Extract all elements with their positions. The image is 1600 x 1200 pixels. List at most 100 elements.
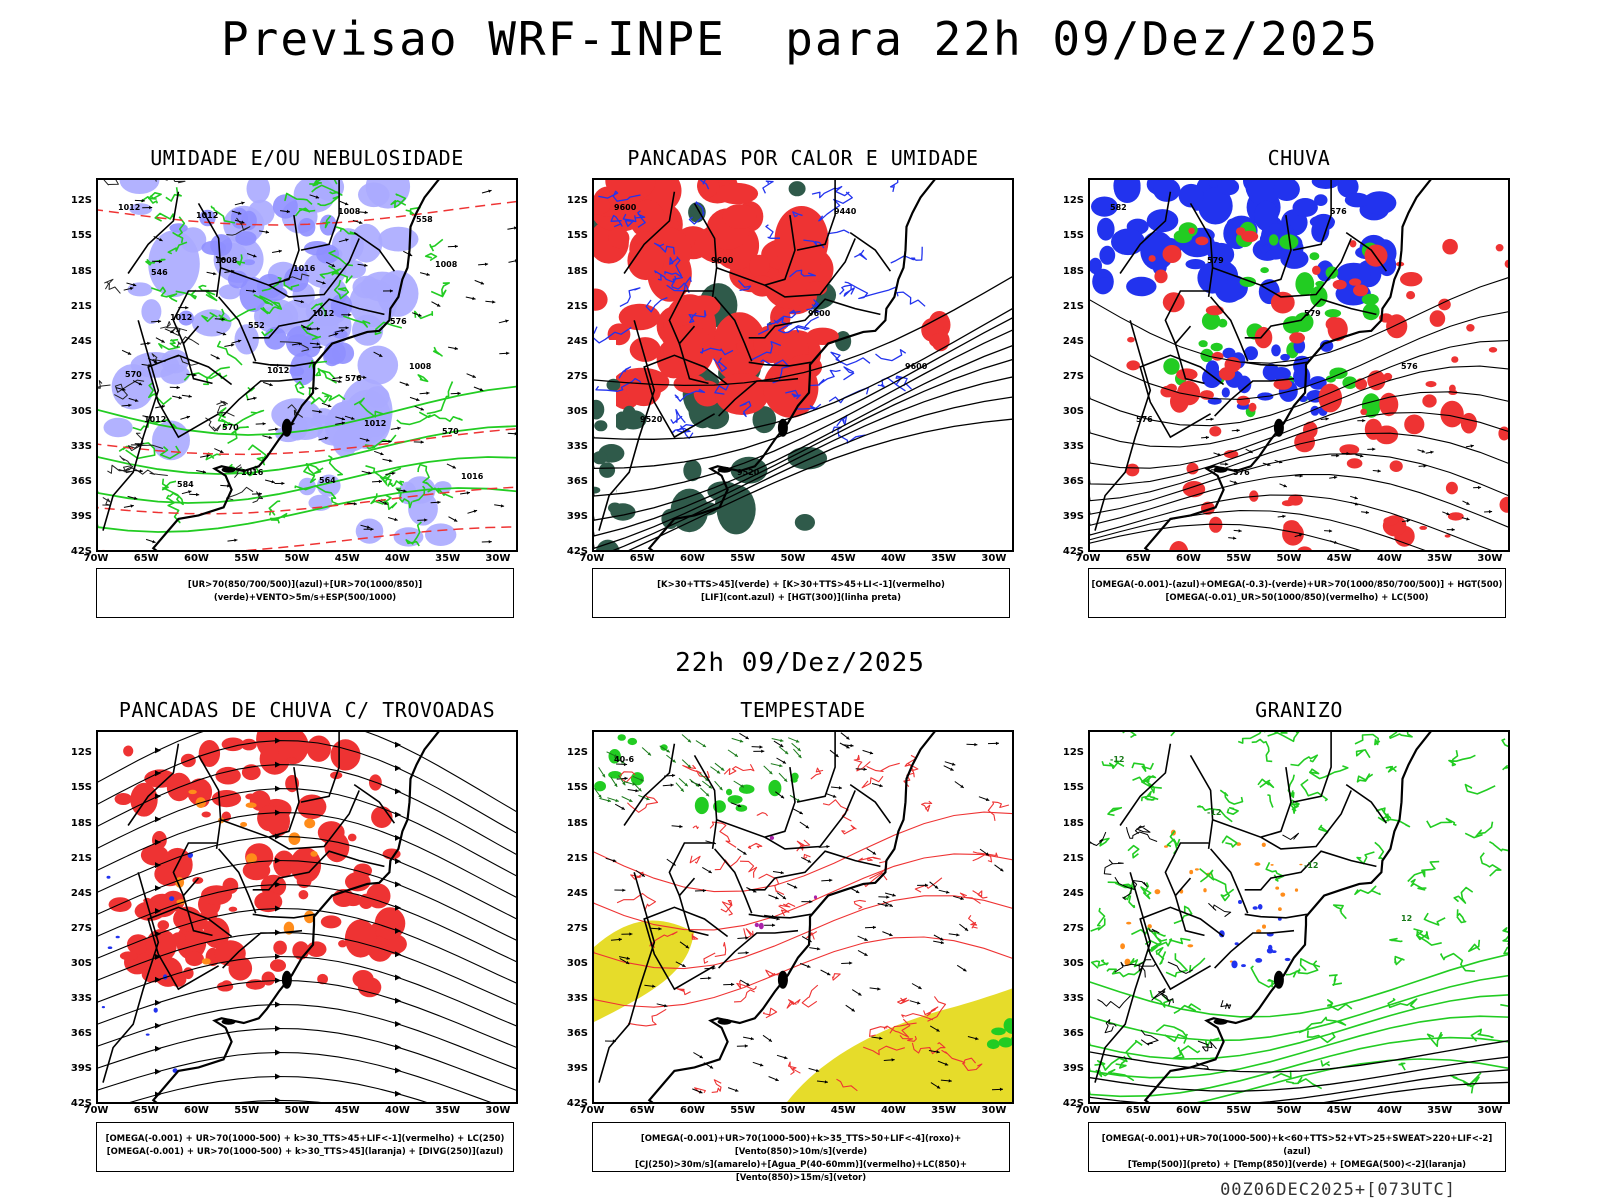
geographic-boundaries <box>102 180 440 550</box>
longitude-tick-label: 50W <box>780 553 806 564</box>
latitude-tick-label: 18S <box>1062 265 1084 277</box>
latitude-tick-label: 24S <box>70 335 92 347</box>
contour-label: 570 <box>222 423 239 432</box>
contour-label: 1012 <box>170 313 192 322</box>
latitude-tick-label: 21S <box>1062 300 1084 312</box>
map-plot: 1012 1008 1012 1008 1012 1016 1008 1008 1012 1012… <box>96 178 518 552</box>
geographic-boundaries <box>598 180 936 550</box>
latitude-tick-label: 42S <box>566 546 588 557</box>
longitude-tick-label: 45W <box>830 553 856 564</box>
latitude-tick-label: 12S <box>1062 747 1084 759</box>
legend-box: [K>30+TTS>45](verde) + [K>30+TTS>45+LI<-… <box>592 568 1010 618</box>
latitude-tick-label: 36S <box>566 1027 588 1039</box>
latitude-tick-label: 24S <box>1062 887 1084 899</box>
map-plot: -12 -12 -12 12 <box>1088 730 1510 1104</box>
panel-title: TEMPESTADE <box>740 698 866 722</box>
contour-label: 9520 <box>737 468 760 477</box>
longitude-tick-label: 30W <box>485 553 511 564</box>
latitude-tick-label: 36S <box>566 475 588 487</box>
panel-title: PANCADAS DE CHUVA C/ TROVOADAS <box>118 698 496 722</box>
longitude-tick-label: 65W <box>629 1105 655 1116</box>
longitude-tick-label: 40W <box>1376 1105 1402 1116</box>
latitude-tick-label: 39S <box>566 510 588 522</box>
contour-label: 579 <box>1304 309 1321 318</box>
contour-label: -12 <box>1304 861 1318 870</box>
longitude-tick-label: 65W <box>1125 553 1151 564</box>
latitude-tick-label: 27S <box>566 370 588 382</box>
coastline <box>151 732 440 1102</box>
latitude-tick-label: 18S <box>70 265 92 277</box>
latitude-tick-label: 30S <box>1062 957 1084 969</box>
longitude-tick-label: 65W <box>133 553 159 564</box>
longitude-tick-label: 40W <box>384 1105 410 1116</box>
longitude-tick-label: 50W <box>1276 553 1302 564</box>
coastline <box>647 180 936 550</box>
legend-box: [OMEGA(-0.001)+UR>70(1000-500)+k<60+TTS>… <box>1088 1122 1506 1172</box>
legend-box: [OMEGA(-0.001) + UR>70(1000-500) + k>30_… <box>96 1122 514 1172</box>
map-canvas: 1012 1008 1012 1008 1012 1016 1008 1008 1012 1012… <box>98 180 516 550</box>
latitude-tick-label: 21S <box>70 300 92 312</box>
longitude-tick-label: 35W <box>931 553 957 564</box>
latitude-tick-label: 33S <box>566 992 588 1004</box>
latitude-tick-label: 39S <box>70 1062 92 1074</box>
longitude-tick-label: 50W <box>1276 1105 1302 1116</box>
latitude-tick-label: 33S <box>566 440 588 452</box>
longitude-tick-label: 55W <box>234 1105 260 1116</box>
longitude-tick-label: 45W <box>334 1105 360 1116</box>
latitude-tick-label: 42S <box>566 1098 588 1109</box>
contour-label: 1012 <box>144 415 166 424</box>
latitude-tick-label: 18S <box>566 817 588 829</box>
latitude-tick-label: 12S <box>566 195 588 207</box>
longitude-tick-label: 35W <box>435 553 461 564</box>
contour-labels: 40-6 <box>614 755 634 764</box>
latitude-tick-label: 24S <box>566 887 588 899</box>
contour-label: 584 <box>177 480 194 489</box>
longitude-tick-label: 50W <box>284 1105 310 1116</box>
latitude-tick-label: 36S <box>70 1027 92 1039</box>
latitude-tick-label: 42S <box>70 1098 92 1109</box>
longitude-tick-label: 35W <box>1427 1105 1453 1116</box>
latitude-tick-label: 21S <box>70 852 92 864</box>
geographic-boundaries <box>598 732 936 1102</box>
latitude-tick-label: 24S <box>1062 335 1084 347</box>
legend-line: [CJ(250)>30m/s](amarelo)+[Agua_P(40-60mm… <box>634 1160 968 1183</box>
longitude-tick-label: 40W <box>880 1105 906 1116</box>
contour-labels: -12 -12 -12 12 <box>1110 755 1412 923</box>
panel-title: CHUVA <box>1267 146 1331 170</box>
latitude-tick-label: 15S <box>1062 782 1084 794</box>
legend-line: [UR>70(850/700/500)](azul)+[UR>70(1000/8… <box>187 580 423 603</box>
latitude-tick-label: 27S <box>70 370 92 382</box>
geographic-boundaries <box>102 732 440 1102</box>
contour-label: 9600 <box>905 362 928 371</box>
longitude-tick-label: 45W <box>1326 1105 1352 1116</box>
contour-lines <box>98 732 516 1102</box>
longitude-tick-label: 70W <box>579 1105 605 1116</box>
contour-label: 570 <box>442 427 459 436</box>
latitude-tick-label: 15S <box>70 782 92 794</box>
longitude-tick-label: 30W <box>981 1105 1007 1116</box>
contour-label: 576 <box>1136 415 1153 424</box>
latitude-tick-label: 33S <box>1062 440 1084 452</box>
geographic-boundaries <box>1094 732 1432 1102</box>
longitude-tick-label: 60W <box>183 1105 209 1116</box>
latitude-tick-label: 42S <box>1062 1098 1084 1109</box>
legend-line: [OMEGA(-0.001) + UR>70(1000-500) + k>30_… <box>106 1147 504 1157</box>
longitude-tick-label: 65W <box>1125 1105 1151 1116</box>
latitude-tick-label: 36S <box>1062 475 1084 487</box>
longitude-tick-label: 35W <box>435 1105 461 1116</box>
longitude-tick-label: 55W <box>234 553 260 564</box>
latitude-tick-label: 42S <box>1062 546 1084 557</box>
coastline <box>1143 180 1432 550</box>
latitude-tick-label: 18S <box>566 265 588 277</box>
longitude-tick-label: 55W <box>1226 553 1252 564</box>
longitude-tick-label: 40W <box>384 553 410 564</box>
map-plot: 40-6 <box>592 730 1014 1104</box>
latitude-tick-label: 12S <box>70 195 92 207</box>
geographic-boundaries <box>1094 180 1432 550</box>
map-plot: 582 579 579 576 576 576 576 <box>1088 178 1510 552</box>
latitude-tick-label: 27S <box>1062 370 1084 382</box>
map-canvas: 9600 9600 9600 9600 9520 9520 9440 <box>594 180 1012 550</box>
latitude-tick-label: 12S <box>1062 195 1084 207</box>
contour-lines <box>1090 732 1508 1102</box>
longitude-tick-label: 30W <box>1477 553 1503 564</box>
